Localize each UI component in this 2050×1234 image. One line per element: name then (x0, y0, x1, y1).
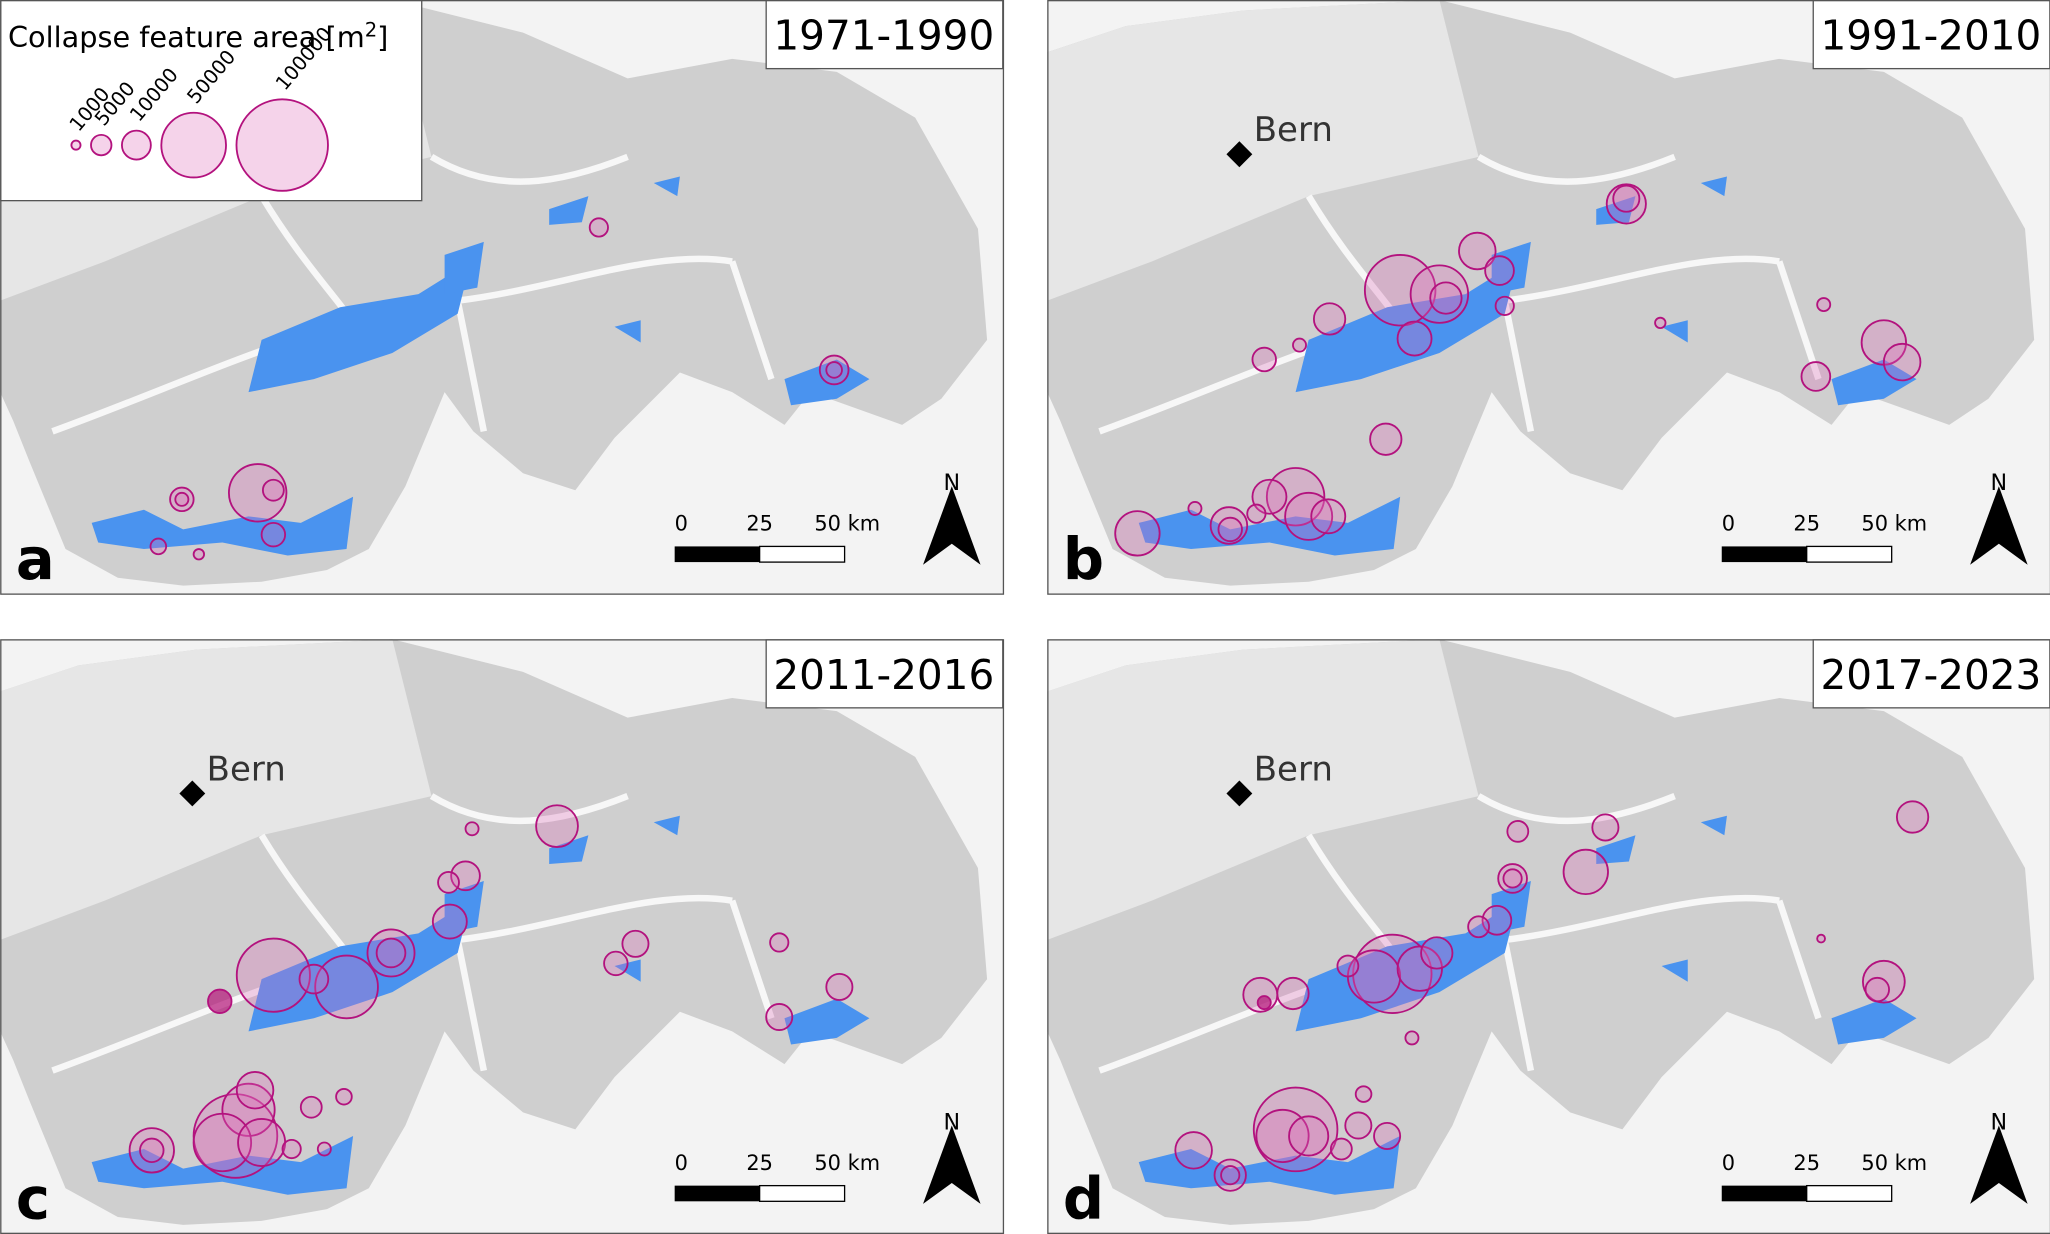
panel-overlay: 2017-2023 d Bern 0 25 50 km N (1063, 639, 2050, 1232)
panel-border (0, 0, 1005, 595)
panel-letter: c (16, 1165, 50, 1232)
panel-border (1047, 639, 2050, 1234)
scale-label: 25 (746, 512, 773, 536)
legend-circle (235, 98, 329, 192)
period-box (1812, 0, 2050, 70)
city-label: Bern (207, 749, 286, 789)
period-box (765, 639, 1004, 709)
panel-overlay: 1991-2010 b Bern 0 25 50 km N (1063, 0, 2050, 593)
period-label: 1971-1990 (773, 12, 994, 60)
north-label: N (1991, 1109, 2008, 1135)
scale-label: 50 km (814, 1151, 880, 1175)
legend-circle (90, 133, 113, 157)
panel-c (0, 639, 1004, 1234)
panel-letter: a (16, 526, 55, 593)
scale-label: 0 (1722, 1151, 1735, 1175)
north-label: N (943, 1109, 960, 1135)
legend-title-sup: 2 (365, 19, 377, 42)
scale-label: 50 km (814, 512, 880, 536)
period-label: 2011-2016 (773, 651, 994, 699)
panel-d (1047, 639, 2050, 1234)
period-label: 1991-2010 (1820, 12, 2041, 60)
legend-circle (121, 129, 152, 161)
scale-bar-white (1806, 545, 1893, 563)
scale-bar-black (674, 546, 760, 563)
scale-bar-white (758, 1184, 846, 1202)
north-label: N (943, 470, 960, 496)
panel-letter: b (1063, 526, 1104, 593)
scale-bar-black (674, 1185, 760, 1202)
legend-circle (160, 111, 227, 179)
panel-overlay: 2011-2016 c Bern 0 25 50 km N (16, 639, 1004, 1232)
legend: Collapse feature area [m2] 1000500010000… (0, 0, 423, 202)
scale-label: 50 km (1861, 1151, 1927, 1175)
panel-border (1047, 0, 2050, 595)
city-label: Bern (1254, 749, 1333, 789)
scale-label: 50 km (1861, 512, 1927, 536)
panel-border (0, 639, 1005, 1234)
scale-label: 25 (746, 1151, 773, 1175)
legend-title-end: ] (377, 20, 388, 54)
scale-bar-white (1806, 1184, 1893, 1202)
panel-b (1047, 0, 2050, 595)
panel-a: Collapse feature area [m2] 1000500010000… (0, 0, 1004, 595)
scale-label: 0 (675, 1151, 688, 1175)
panel-overlay: 1971-1990 a 0 25 50 km N (16, 0, 1004, 593)
city-label: Bern (1254, 110, 1333, 150)
legend-circle (70, 139, 82, 151)
scale-label: 25 (1793, 512, 1820, 536)
scale-label: 0 (675, 512, 688, 536)
legend-title: Collapse feature area [m2] (8, 19, 388, 54)
scale-bar-black (1721, 1185, 1807, 1202)
legend-title-text: Collapse feature area [m (8, 20, 365, 54)
north-label: N (1991, 470, 2008, 496)
period-box (1812, 639, 2050, 709)
period-label: 2017-2023 (1820, 651, 2041, 699)
period-box (765, 0, 1004, 70)
scale-label: 25 (1793, 1151, 1820, 1175)
scale-bar-white (758, 545, 846, 563)
panel-letter: d (1063, 1165, 1104, 1232)
scale-label: 0 (1722, 512, 1735, 536)
scale-bar-black (1721, 546, 1807, 563)
